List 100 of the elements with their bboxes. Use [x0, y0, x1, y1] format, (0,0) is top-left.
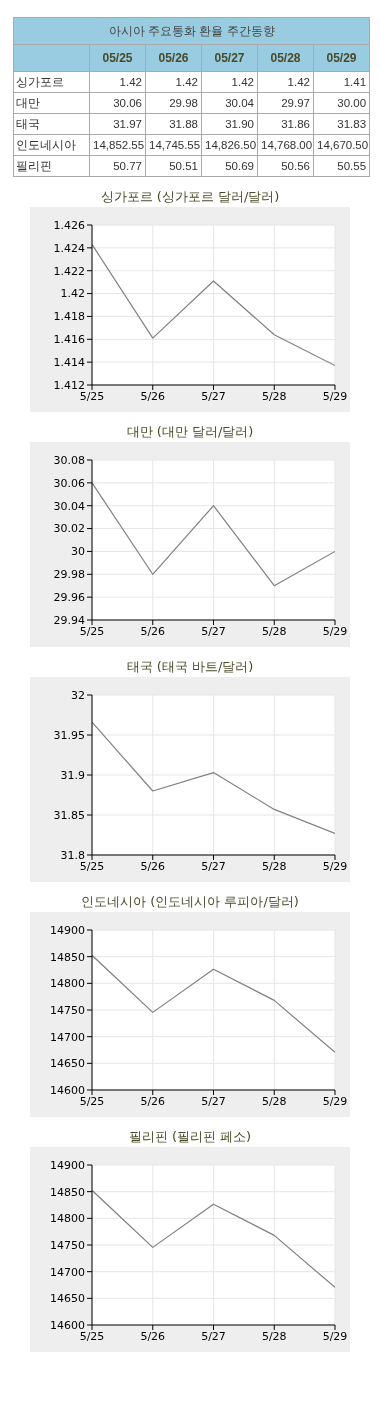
x-tick-label: 5/26 — [140, 1094, 166, 1108]
x-tick-label: 5/28 — [261, 1094, 287, 1108]
text: 50.55 — [337, 160, 367, 172]
x-tick-label: 5/28 — [261, 389, 287, 403]
y-tick-label: 32 — [71, 688, 85, 702]
line-series — [92, 243, 335, 367]
chart-title: 필리핀 (필리핀 페소) — [127, 1128, 253, 1146]
y-tick-label: 1.416 — [53, 333, 85, 347]
y-tick-label: 30.02 — [53, 522, 85, 536]
text: 31.83 — [337, 118, 367, 130]
text: 1.42 — [231, 76, 254, 88]
text: 1.42 — [119, 76, 142, 88]
y-tick-label: 1.418 — [53, 310, 85, 324]
y-tick-label: 14650 — [50, 1292, 85, 1306]
y-tick-label: 29.94 — [53, 613, 85, 627]
y-tick-label: 1.422 — [53, 264, 85, 278]
text: 31.90 — [225, 118, 254, 130]
y-tick-label: 14700 — [50, 1030, 85, 1044]
y-tick-label: 14800 — [50, 1212, 85, 1226]
category-label: 05/28 — [257, 44, 314, 72]
x-tick-label: 5/27 — [201, 1094, 226, 1108]
y-tick-label: 31.9 — [60, 768, 85, 782]
text: 1.42 — [175, 76, 198, 88]
category-label: 05/25 — [89, 44, 146, 72]
line-series — [92, 482, 335, 587]
x-tick-label: 5/28 — [261, 624, 287, 638]
x-tick-label: 5/26 — [140, 624, 166, 638]
x-tick-label: 5/27 — [201, 389, 226, 403]
y-tick-label: 14900 — [50, 923, 85, 937]
y-tick-label: 1.426 — [53, 218, 85, 232]
category-label: 싱가포르 — [16, 74, 64, 89]
x-tick-label: 5/27 — [201, 859, 226, 873]
y-tick-label: 14600 — [50, 1318, 85, 1332]
y-tick-label: 14900 — [50, 1158, 85, 1172]
x-tick-label: 5/27 — [201, 624, 226, 638]
text: 14,768.00 — [261, 139, 313, 151]
text: 50.77 — [113, 160, 142, 172]
category-label: 05/26 — [145, 44, 202, 72]
category-label: 인도네시아 — [16, 137, 76, 152]
y-tick-label: 14850 — [50, 1185, 85, 1199]
y-tick-label: 1.424 — [53, 241, 85, 255]
y-tick-label: 31.85 — [53, 808, 85, 822]
text: 30.04 — [225, 97, 254, 109]
text: 30.00 — [337, 97, 367, 109]
chart-title: 싱가포르 (싱가포르 달러/달러) — [99, 188, 281, 206]
text: 14,670.50 — [317, 139, 369, 151]
y-tick-label: 14750 — [50, 1003, 85, 1017]
y-tick-label: 30.04 — [53, 499, 85, 513]
x-tick-label: 5/29 — [322, 1329, 348, 1343]
y-tick-label: 30 — [71, 545, 85, 559]
x-tick-label: 5/25 — [79, 1094, 105, 1108]
text: 29.98 — [169, 97, 198, 109]
text: 14,852.55 — [93, 139, 145, 151]
text: 1.41 — [343, 76, 367, 88]
y-tick-label: 29.98 — [53, 568, 85, 582]
text: 31.88 — [169, 118, 198, 130]
y-tick-label: 14750 — [50, 1238, 85, 1252]
x-tick-label: 5/26 — [140, 389, 166, 403]
y-tick-label: 1.414 — [53, 356, 85, 370]
y-tick-label: 14850 — [50, 950, 85, 964]
x-tick-label: 5/29 — [322, 1094, 348, 1108]
x-tick-label: 5/25 — [79, 389, 105, 403]
text: 14,826.50 — [205, 139, 257, 151]
chart-title: 인도네시아 (인도네시아 루피아/달러) — [80, 893, 300, 911]
text: 아시아 주요통화 환율 주간동향 — [13, 17, 370, 45]
text: 14,745.55 — [149, 139, 201, 151]
text: 31.97 — [113, 118, 142, 130]
text: 50.69 — [225, 160, 254, 172]
line-series — [92, 954, 335, 1053]
text: 31.86 — [281, 118, 310, 130]
line-series — [92, 1189, 335, 1288]
x-tick-label: 5/25 — [79, 624, 105, 638]
text: 30.06 — [113, 97, 142, 109]
x-tick-label: 5/29 — [322, 389, 348, 403]
x-tick-label: 5/27 — [201, 1329, 226, 1343]
x-tick-label: 5/28 — [261, 1329, 287, 1343]
line-series — [92, 721, 335, 834]
text: 29.97 — [281, 97, 310, 109]
category-label: 대만 — [16, 95, 40, 110]
y-tick-label: 14600 — [50, 1083, 85, 1097]
x-tick-label: 5/28 — [261, 859, 287, 873]
y-tick-label: 30.08 — [53, 453, 85, 467]
y-tick-label: 1.412 — [53, 378, 85, 392]
category-label: 05/27 — [201, 44, 258, 72]
x-tick-label: 5/26 — [140, 1329, 166, 1343]
text: 50.56 — [281, 160, 310, 172]
y-tick-label: 14800 — [50, 977, 85, 991]
y-tick-label: 1.42 — [60, 287, 85, 301]
chart-title: 태국 (태국 바트/달러) — [125, 658, 255, 676]
x-tick-label: 5/25 — [79, 1329, 105, 1343]
chart-title: 대만 (대만 달러/달러) — [125, 423, 255, 441]
x-tick-label: 5/29 — [322, 859, 348, 873]
category-label: 필리핀 — [16, 158, 52, 173]
y-tick-label: 14700 — [50, 1265, 85, 1279]
category-label: 태국 — [16, 116, 40, 131]
x-tick-label: 5/26 — [140, 859, 166, 873]
text: 50.51 — [169, 160, 198, 172]
category-label: 05/29 — [313, 44, 370, 72]
y-tick-label: 29.96 — [53, 591, 85, 605]
x-tick-label: 5/29 — [322, 624, 348, 638]
